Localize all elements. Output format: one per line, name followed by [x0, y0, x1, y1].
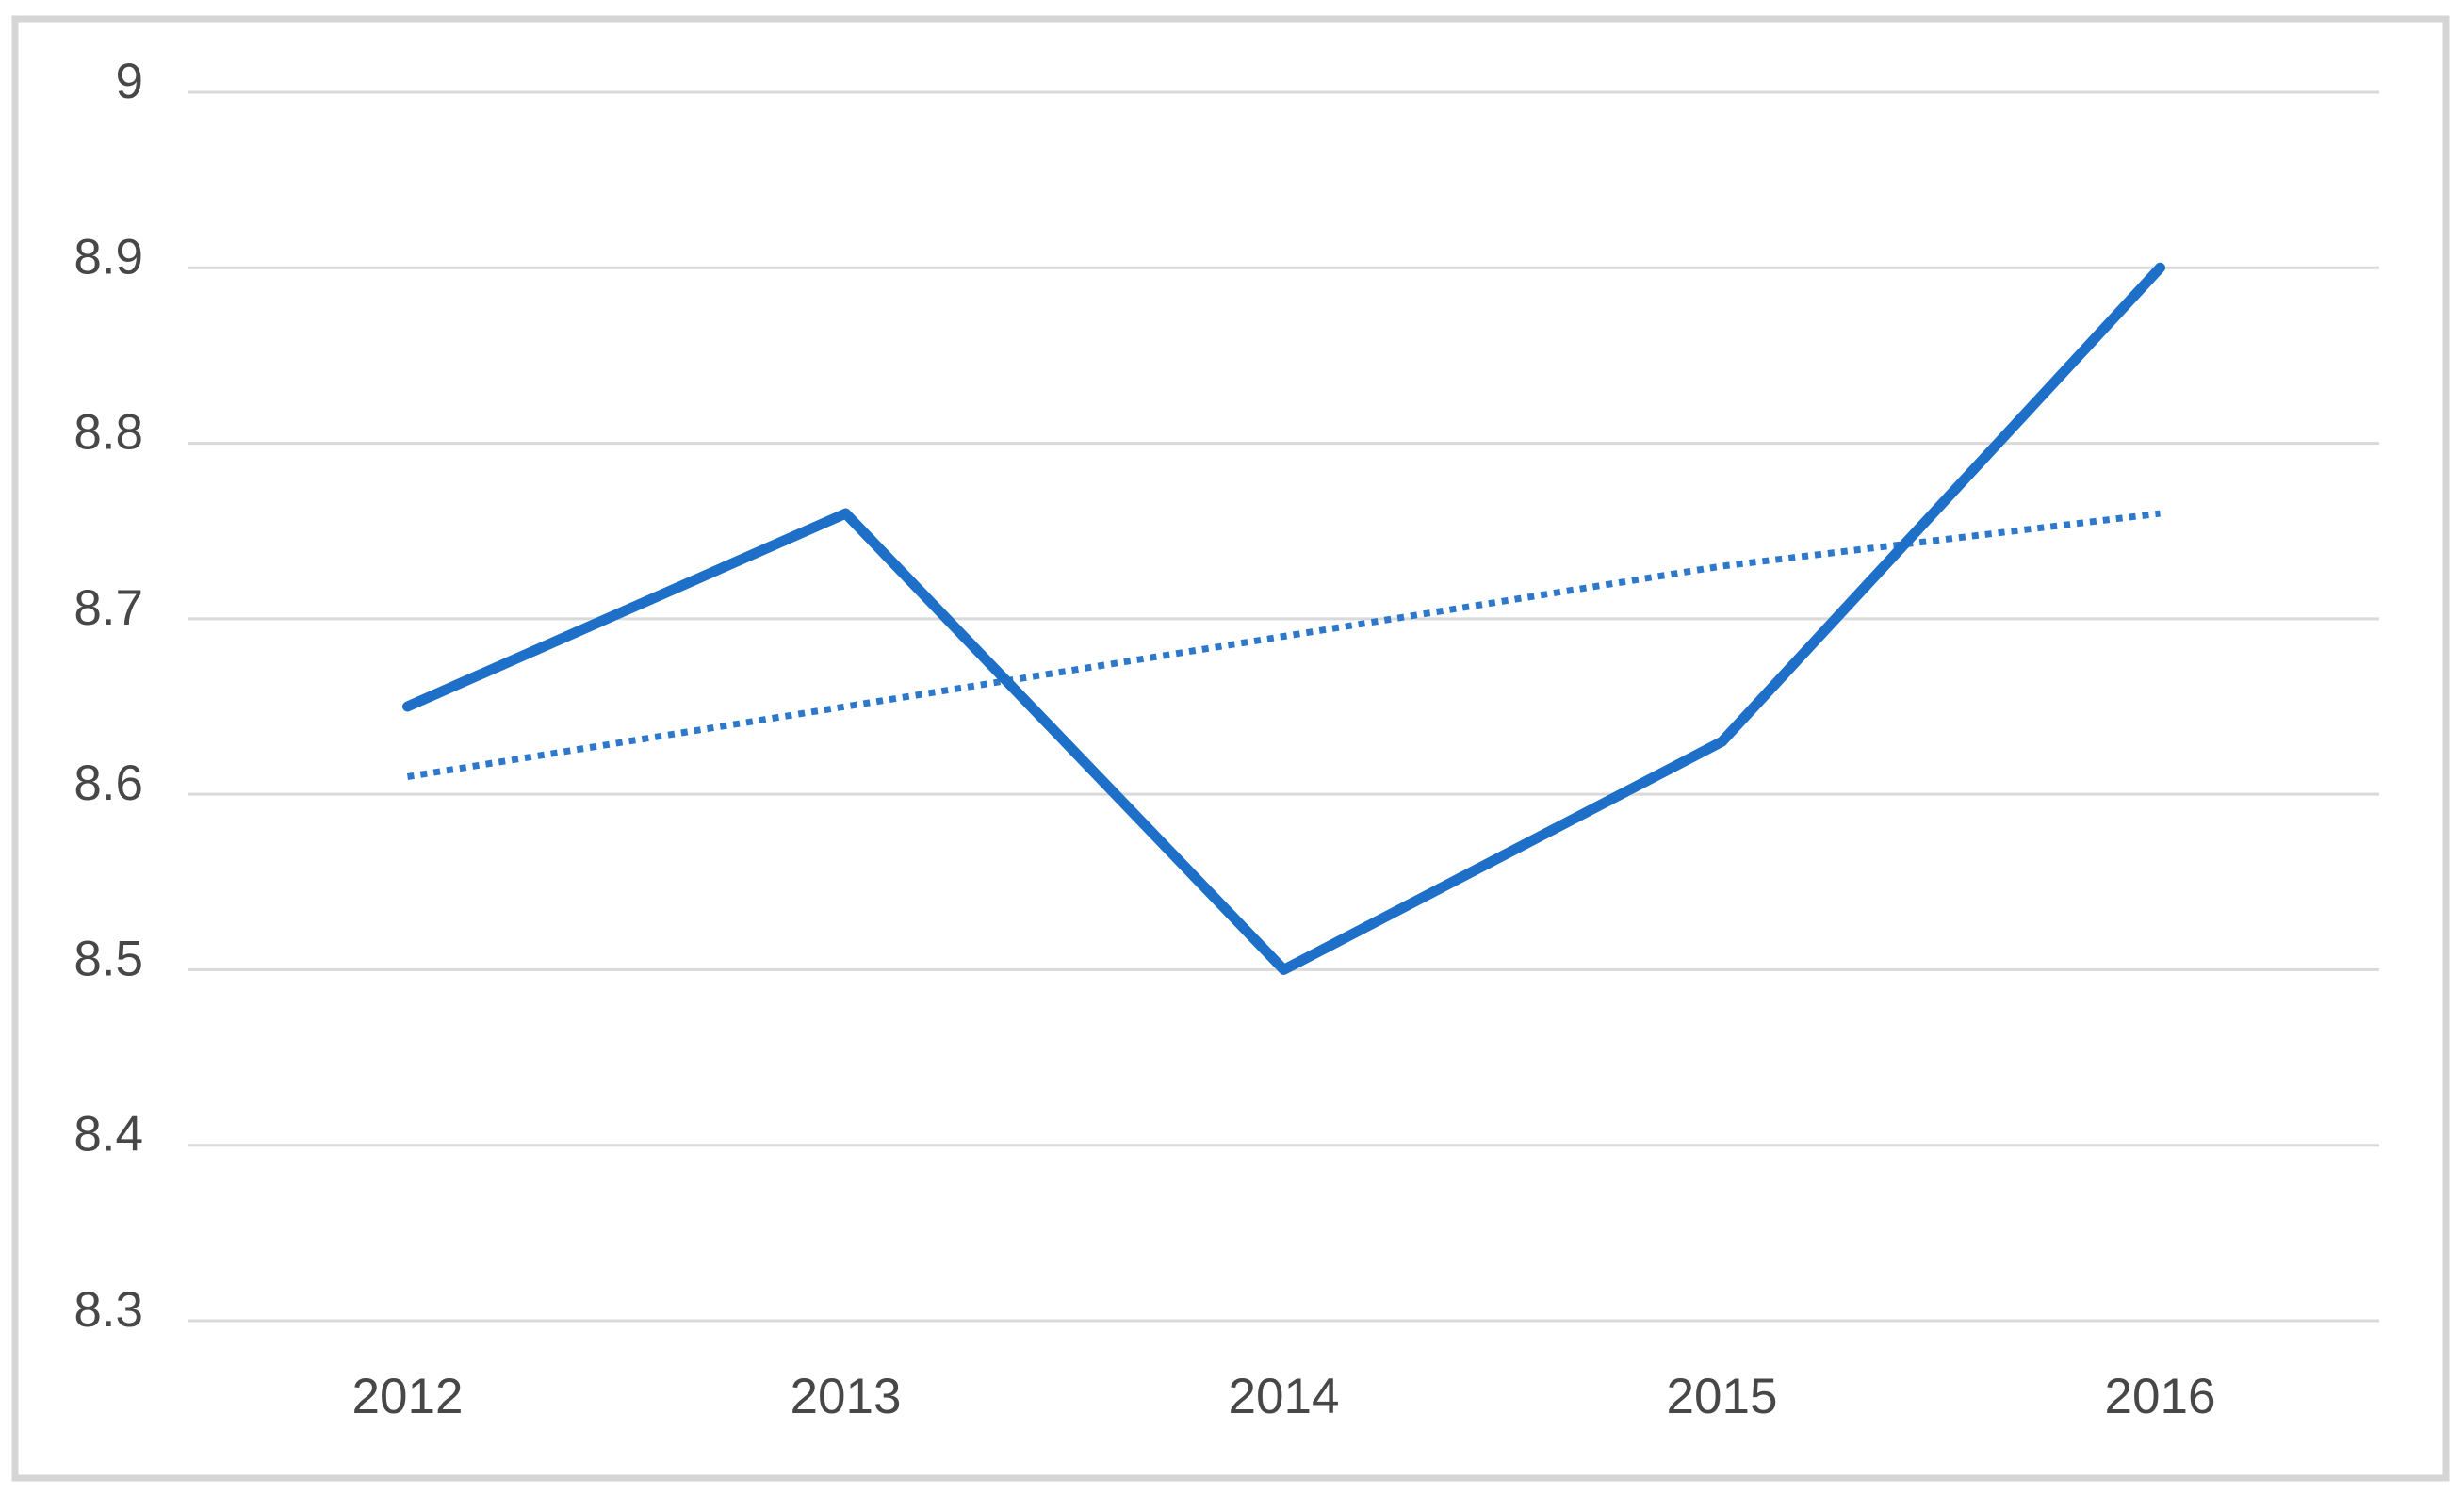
gridlines: [188, 90, 2379, 1323]
y-axis-labels: 9 8.9 8.8 8.7 8.6 8.5 8.4 8.3: [73, 54, 143, 1338]
linear-trendline-line: [406, 510, 2161, 780]
y-tick-label: 8.7: [73, 580, 143, 636]
x-axis-labels: 2012 2013 2014 2015 2016: [352, 1369, 2216, 1424]
y-tick-label: 8.8: [73, 405, 143, 461]
y-tick-label: 8.9: [73, 229, 143, 284]
y-tick-label: 9: [116, 54, 143, 109]
x-tick-label: 2013: [791, 1369, 902, 1424]
y-tick-label: 8.4: [73, 1107, 143, 1162]
x-tick-label: 2015: [1667, 1369, 1778, 1424]
y-tick-label: 8.3: [73, 1282, 143, 1338]
chart-border: [11, 15, 2450, 1482]
x-tick-label: 2014: [1229, 1369, 1340, 1424]
series-lines: [402, 262, 2165, 975]
y-tick-label: 8.5: [73, 931, 143, 986]
y-tick-label: 8.6: [73, 756, 143, 811]
main-series-line: [402, 262, 2165, 975]
x-tick-label: 2016: [2105, 1369, 2216, 1424]
x-tick-label: 2012: [352, 1369, 464, 1424]
